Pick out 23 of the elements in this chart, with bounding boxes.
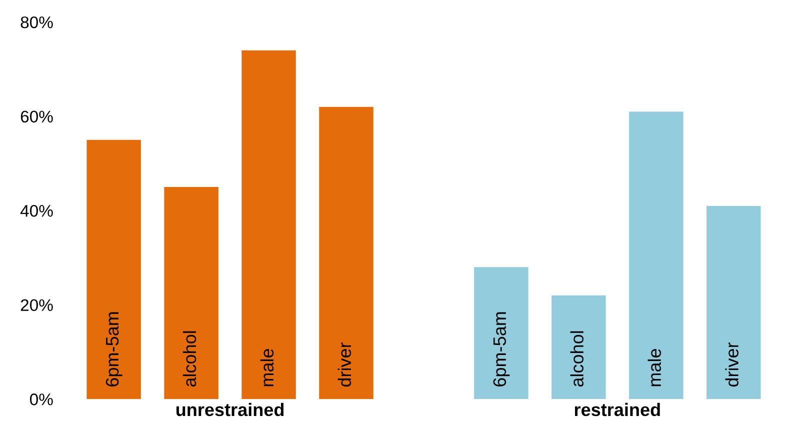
- bar: [86, 140, 141, 400]
- x-tick-label: male: [260, 348, 274, 386]
- y-tick-label: 40%: [20, 204, 53, 217]
- x-tick-label: driver: [338, 342, 352, 387]
- x-tick-label: 6pm-5am: [106, 312, 122, 386]
- y-tick-label: 60%: [20, 110, 53, 123]
- x-tick-label: driver: [725, 342, 738, 387]
- bar: [319, 106, 374, 400]
- y-tick-label: 80%: [20, 16, 53, 28]
- x-tick-label: alcohol: [570, 331, 584, 387]
- series-label: unrestrained: [176, 402, 284, 416]
- bar: [552, 295, 606, 400]
- x-tick-label: male: [648, 348, 661, 386]
- bar: [474, 267, 528, 400]
- y-tick-label: 0%: [30, 394, 53, 406]
- bar: [242, 50, 296, 400]
- bar: [706, 206, 761, 400]
- bar: [629, 112, 684, 400]
- x-tick-label: 6pm-5am: [493, 312, 510, 386]
- y-tick-label: 20%: [20, 299, 53, 312]
- x-tick-label: alcohol: [182, 331, 196, 387]
- bar: [164, 187, 218, 400]
- series-label: restrained: [574, 402, 660, 416]
